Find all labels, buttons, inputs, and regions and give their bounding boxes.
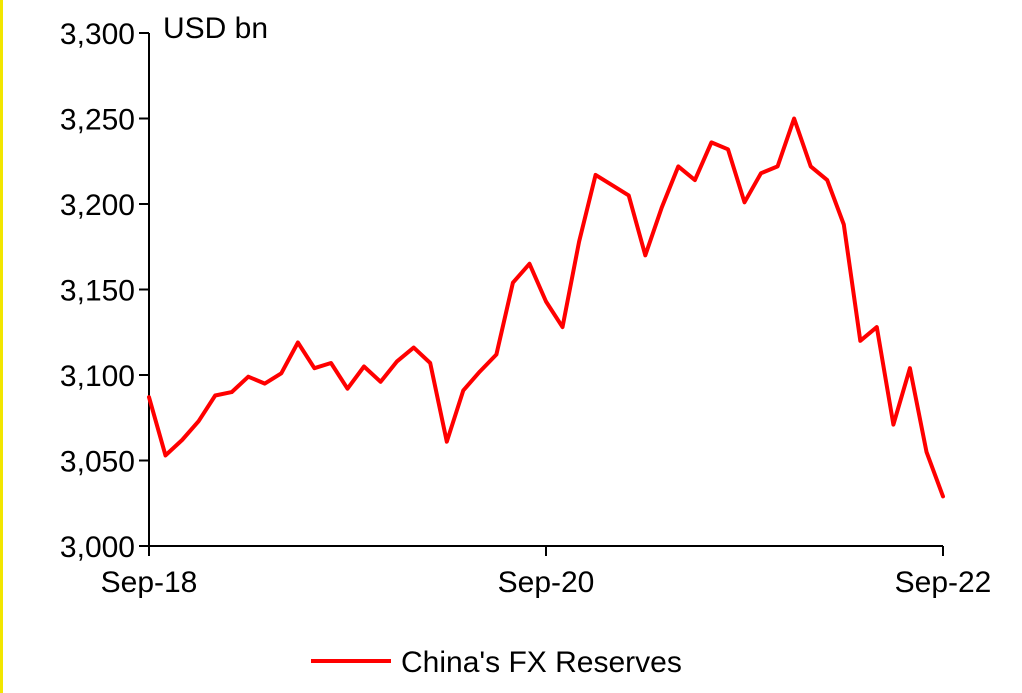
y-tick-marks xyxy=(139,32,149,547)
x-tick-label: Sep-18 xyxy=(101,566,198,599)
y-tick-label: 3,200 xyxy=(60,189,135,222)
y-tick-label: 3,150 xyxy=(60,275,135,308)
x-tick-marks xyxy=(148,546,944,556)
legend: China's FX Reserves xyxy=(311,646,682,679)
y-tick-labels: 3,000 3,050 3,100 3,150 3,200 3,250 3,300 xyxy=(60,18,135,564)
y-tick-label: 3,300 xyxy=(60,18,135,51)
y-tick-label: 3,100 xyxy=(60,360,135,393)
y-tick-label: 3,050 xyxy=(60,446,135,479)
line-chart: 3,000 3,050 3,100 3,150 3,200 3,250 3,300 Sep-… xyxy=(60,12,992,679)
legend-label: China's FX Reserves xyxy=(401,646,682,679)
series-line-china-fx-reserves xyxy=(147,116,945,499)
x-tick-label: Sep-22 xyxy=(895,566,992,599)
y-unit-label: USD bn xyxy=(163,12,268,45)
x-tick-label: Sep-20 xyxy=(498,566,595,599)
y-tick-label: 3,250 xyxy=(60,104,135,137)
y-tick-label: 3,000 xyxy=(60,531,135,564)
x-tick-labels: Sep-18 Sep-20 Sep-22 xyxy=(101,566,992,599)
